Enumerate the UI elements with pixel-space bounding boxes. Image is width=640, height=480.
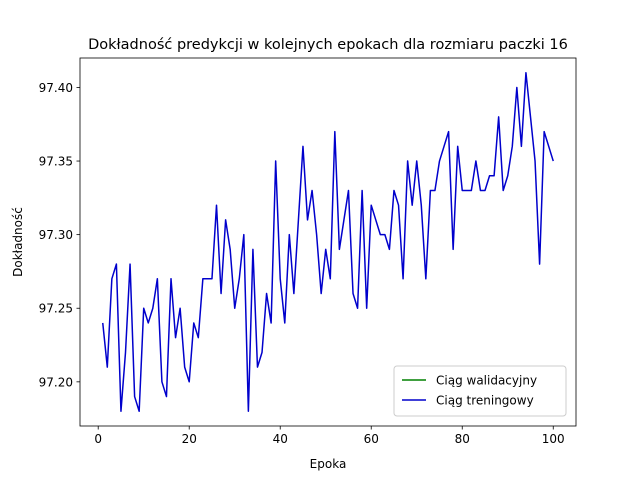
chart-title: Dokładność predykcji w kolejnych epokach… bbox=[88, 37, 568, 53]
legend-label-1: Ciąg treningowy bbox=[436, 394, 534, 408]
plot-area bbox=[80, 58, 576, 426]
y-tick-label: 97.35 bbox=[39, 155, 73, 169]
x-tick-label: 40 bbox=[273, 432, 288, 446]
x-axis: 0 20 40 60 80 100 bbox=[94, 426, 565, 446]
series-layer bbox=[102, 71, 554, 413]
x-tick-label: 20 bbox=[182, 432, 197, 446]
series-line-1 bbox=[102, 71, 554, 413]
x-tick-label: 80 bbox=[455, 432, 470, 446]
legend: Ciąg walidacyjny Ciąg treningowy bbox=[393, 365, 567, 417]
y-tick-label: 97.30 bbox=[39, 228, 73, 242]
x-tick-label: 0 bbox=[94, 432, 102, 446]
y-tick-label: 97.20 bbox=[39, 375, 73, 389]
legend-box bbox=[393, 365, 567, 417]
y-axis: 97.20 97.25 97.30 97.35 97.40 bbox=[39, 81, 80, 389]
x-tick-label: 100 bbox=[542, 432, 565, 446]
legend-label-0: Ciąg walidacyjny bbox=[436, 374, 537, 388]
y-tick-label: 97.25 bbox=[39, 302, 73, 316]
y-tick-label: 97.40 bbox=[39, 81, 73, 95]
x-tick-label: 60 bbox=[364, 432, 379, 446]
x-axis-label: Epoka bbox=[310, 457, 347, 471]
y-axis-label: Dokładność bbox=[11, 207, 25, 277]
plot-frame bbox=[79, 57, 577, 427]
